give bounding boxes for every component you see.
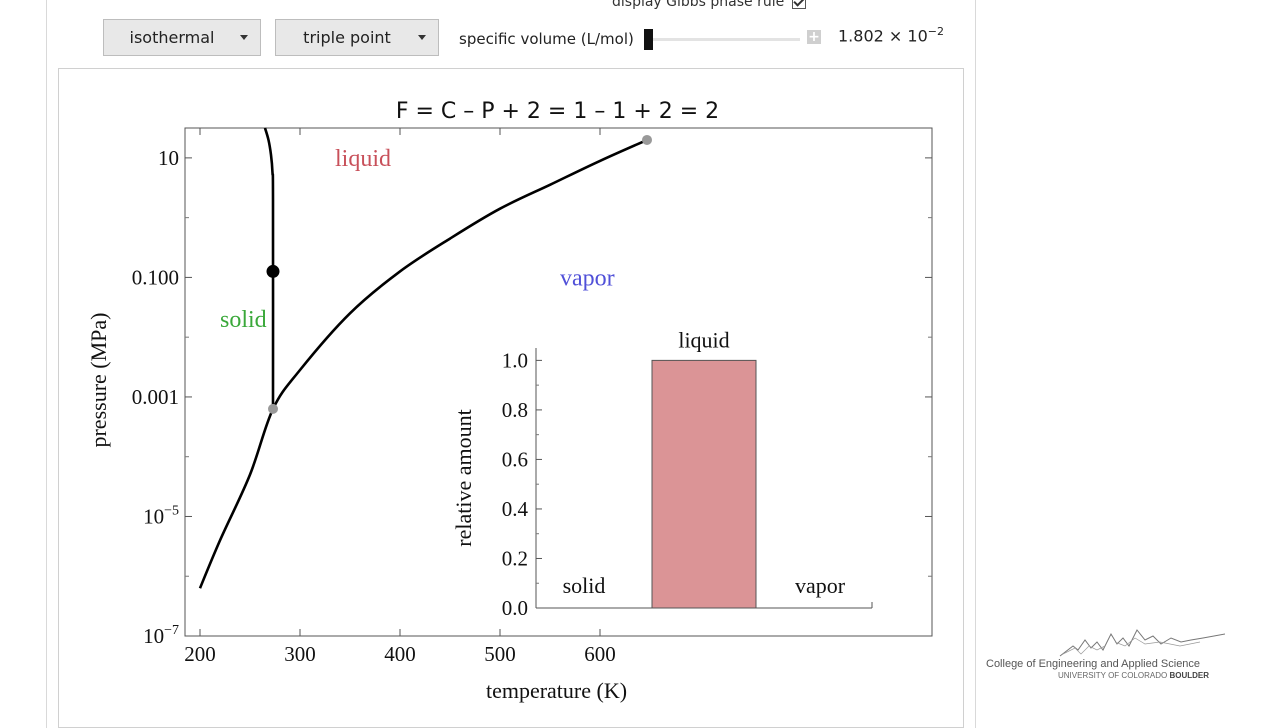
specific-volume-mantissa: 1.802 × 10 [838,26,928,46]
cu-boulder-logo-icon [1059,629,1225,657]
y-tick-base: 0.001 [132,385,179,409]
gibbs-checkbox[interactable] [792,0,807,9]
x-tick-label: 400 [384,642,416,666]
inset-y-tick-label: 0.6 [502,447,528,471]
logo-university-text: UNIVERSITY OF COLORADO BOULDER [1058,671,1209,680]
logo-boulder-text: BOULDER [1169,671,1209,680]
mode-dropdown-label: isothermal [129,28,215,47]
gibbs-phase-rule-label: display Gibbs phase rule [612,0,785,10]
point-dropdown-label: triple point [303,28,391,47]
plus-icon[interactable]: + [807,29,821,45]
region-label-vapor: vapor [560,265,615,291]
bar-label-solid: solid [563,573,606,598]
specific-volume-slider-track[interactable] [648,38,800,41]
gibbs-phase-rule-title: F = C – P + 2 = 1 – 1 + 2 = 2 [396,99,719,124]
logo-college-text: College of Engineering and Applied Scien… [986,658,1201,670]
y-tick-base: 10 [143,504,164,528]
specific-volume-value: 1.802 × 10−2 [838,25,944,45]
gibbs-phase-rule-toggle[interactable]: display Gibbs phase rule [612,0,807,10]
x-tick-label: 300 [284,642,316,666]
chevron-down-icon [240,35,248,40]
x-tick-label: 500 [484,642,516,666]
bar-label-vapor: vapor [795,573,846,598]
inset-y-tick-label: 0.2 [502,546,528,570]
specific-volume-exponent: −2 [927,25,944,38]
region-label-liquid: liquid [335,146,391,172]
y-tick-label: 0.001 [132,385,179,409]
inset-y-tick-label: 0.0 [502,596,528,620]
y-tick-base: 10 [158,146,179,170]
x-axis-label: temperature (K) [486,678,627,703]
y-axis-label: pressure (MPa) [86,312,111,447]
current-state-marker [266,264,280,278]
bar-liquid [651,359,757,609]
y-tick-label: 0.100 [132,265,179,289]
x-tick-label: 200 [184,642,216,666]
y-tick-label: 10 [158,146,179,170]
triple-point-marker [268,403,278,414]
inset-y-tick-label: 0.4 [502,497,529,521]
y-tick-exponent: −5 [164,503,179,518]
bar-label-liquid: liquid [678,327,729,352]
mode-dropdown[interactable]: isothermal [103,19,261,56]
inset-y-tick-label: 1.0 [502,348,528,372]
region-label-solid: solid [220,307,267,333]
specific-volume-slider-thumb[interactable] [644,29,653,50]
point-dropdown[interactable]: triple point [275,19,439,56]
x-tick-label: 600 [584,642,616,666]
plot-area-border [184,127,933,637]
y-tick-label: 10−7 [143,623,179,648]
vapor-pressure-curve [198,138,648,589]
chevron-down-icon [418,35,426,40]
y-tick-exponent: −7 [164,623,179,638]
inset-y-axis-label: relative amount [451,409,476,546]
logo-university-prefix: UNIVERSITY OF COLORADO [1058,671,1170,680]
critical-point-marker [642,134,652,145]
y-tick-base: 0.100 [132,265,179,289]
y-tick-label: 10−5 [143,503,179,528]
y-tick-base: 10 [143,624,164,648]
inset-y-tick-label: 0.8 [502,398,528,422]
melting-curve [263,127,275,409]
specific-volume-label: specific volume (L/mol) [459,30,634,48]
